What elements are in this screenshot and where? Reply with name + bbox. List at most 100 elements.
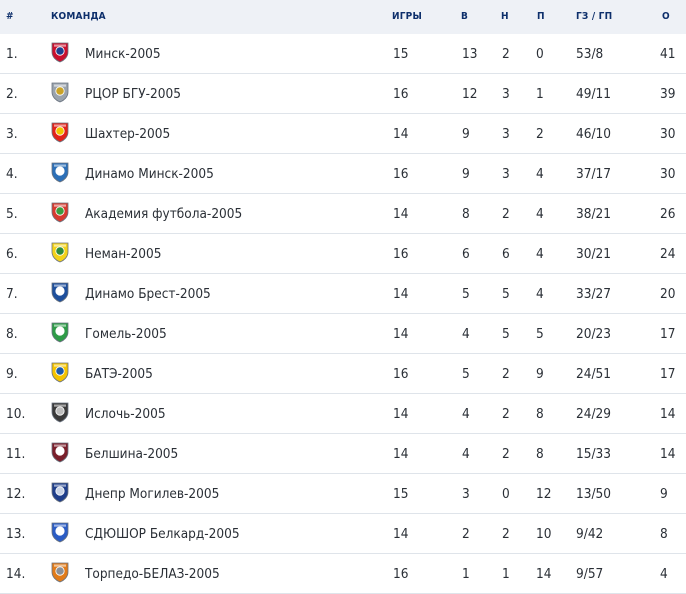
table-row[interactable]: 13. СДЮШОР Белкард-2005 14 2 2 10 9/42 8 bbox=[0, 514, 686, 554]
games-played: 14 bbox=[393, 406, 409, 422]
header-rank: # bbox=[6, 11, 14, 22]
table-row[interactable]: 8. Гомель-2005 14 4 5 5 20/23 17 bbox=[0, 314, 686, 354]
row-rank: 3. bbox=[6, 126, 18, 142]
goals-ratio: 53/8 bbox=[576, 46, 604, 62]
team-name-link[interactable]: Белшина-2005 bbox=[85, 446, 179, 462]
team-name-link[interactable]: Днепр Могилев-2005 bbox=[85, 486, 220, 502]
goals-ratio: 30/21 bbox=[576, 246, 611, 262]
row-rank: 2. bbox=[6, 86, 18, 102]
games-played: 16 bbox=[393, 166, 409, 182]
table-header: # КОМАНДА ИГРЫ В Н П ГЗ / ГП О bbox=[0, 0, 686, 34]
header-losses[interactable]: П bbox=[537, 11, 545, 22]
team-name-link[interactable]: Динамо Минск-2005 bbox=[85, 166, 214, 182]
team-name-link[interactable]: Динамо Брест-2005 bbox=[85, 286, 211, 302]
draws-count: 1 bbox=[502, 566, 510, 582]
points-total: 14 bbox=[660, 406, 676, 422]
row-rank: 4. bbox=[6, 166, 18, 182]
draws-count: 2 bbox=[502, 46, 510, 62]
row-rank: 6. bbox=[6, 246, 18, 262]
minsk-icon bbox=[50, 41, 70, 63]
row-rank: 14. bbox=[6, 566, 26, 582]
points-total: 24 bbox=[660, 246, 676, 262]
gomel-icon bbox=[50, 321, 70, 343]
table-row[interactable]: 12. Днепр Могилев-2005 15 3 0 12 13/50 9 bbox=[0, 474, 686, 514]
row-rank: 11. bbox=[6, 446, 26, 462]
team-name-link[interactable]: БАТЭ-2005 bbox=[85, 366, 153, 382]
table-row[interactable]: 6. Неман-2005 16 6 6 4 30/21 24 bbox=[0, 234, 686, 274]
goals-ratio: 9/42 bbox=[576, 526, 604, 542]
losses-count: 9 bbox=[536, 366, 544, 382]
table-row[interactable]: 9. БАТЭ-2005 16 5 2 9 24/51 17 bbox=[0, 354, 686, 394]
table-row[interactable]: 3. Шахтер-2005 14 9 3 2 46/10 30 bbox=[0, 114, 686, 154]
table-row[interactable]: 10. Ислочь-2005 14 4 2 8 24/29 14 bbox=[0, 394, 686, 434]
team-name-link[interactable]: Гомель-2005 bbox=[85, 326, 167, 342]
goals-ratio: 20/23 bbox=[576, 326, 611, 342]
draws-count: 2 bbox=[502, 406, 510, 422]
points-total: 30 bbox=[660, 166, 676, 182]
table-row[interactable]: 5. Академия футбола-2005 14 8 2 4 38/21 26 bbox=[0, 194, 686, 234]
table-row[interactable]: 4. Динамо Минск-2005 16 9 3 4 37/17 30 bbox=[0, 154, 686, 194]
team-name-link[interactable]: РЦОР БГУ-2005 bbox=[85, 86, 181, 102]
wins-count: 2 bbox=[462, 526, 470, 542]
draws-count: 3 bbox=[502, 166, 510, 182]
games-played: 16 bbox=[393, 86, 409, 102]
wins-count: 4 bbox=[462, 406, 470, 422]
row-rank: 10. bbox=[6, 406, 26, 422]
rcor-bgu-icon bbox=[50, 81, 70, 103]
wins-count: 4 bbox=[462, 446, 470, 462]
points-total: 17 bbox=[660, 326, 676, 342]
team-name-link[interactable]: Минск-2005 bbox=[85, 46, 161, 62]
games-played: 16 bbox=[393, 246, 409, 262]
team-name-link[interactable]: Ислочь-2005 bbox=[85, 406, 166, 422]
goals-ratio: 24/29 bbox=[576, 406, 611, 422]
header-goals[interactable]: ГЗ / ГП bbox=[576, 11, 613, 22]
goals-ratio: 24/51 bbox=[576, 366, 611, 382]
table-row[interactable]: 1. Минск-2005 15 13 2 0 53/8 41 bbox=[0, 34, 686, 74]
points-total: 8 bbox=[660, 526, 668, 542]
team-name-link[interactable]: Неман-2005 bbox=[85, 246, 162, 262]
team-name-link[interactable]: Шахтер-2005 bbox=[85, 126, 171, 142]
dnepr-icon bbox=[50, 481, 70, 503]
wins-count: 1 bbox=[462, 566, 470, 582]
goals-ratio: 49/11 bbox=[576, 86, 611, 102]
header-games[interactable]: ИГРЫ bbox=[392, 11, 422, 22]
draws-count: 0 bbox=[502, 486, 510, 502]
bate-icon bbox=[50, 361, 70, 383]
wins-count: 13 bbox=[462, 46, 478, 62]
table-row[interactable]: 11. Белшина-2005 14 4 2 8 15/33 14 bbox=[0, 434, 686, 474]
team-name-link[interactable]: СДЮШОР Белкард-2005 bbox=[85, 526, 240, 542]
header-draws[interactable]: Н bbox=[501, 11, 509, 22]
points-total: 17 bbox=[660, 366, 676, 382]
row-rank: 12. bbox=[6, 486, 26, 502]
goals-ratio: 33/27 bbox=[576, 286, 611, 302]
wins-count: 6 bbox=[462, 246, 470, 262]
games-played: 16 bbox=[393, 366, 409, 382]
team-name-link[interactable]: Торпедо-БЕЛАЗ-2005 bbox=[85, 566, 220, 582]
table-body: 1. Минск-2005 15 13 2 0 53/8 41 2. РЦОР БГУ-2005 1… bbox=[0, 34, 686, 594]
neman-icon bbox=[50, 241, 70, 263]
losses-count: 4 bbox=[536, 286, 544, 302]
points-total: 4 bbox=[660, 566, 668, 582]
losses-count: 4 bbox=[536, 206, 544, 222]
wins-count: 4 bbox=[462, 326, 470, 342]
team-name-link[interactable]: Академия футбола-2005 bbox=[85, 206, 243, 222]
header-points[interactable]: О bbox=[662, 11, 670, 22]
games-played: 14 bbox=[393, 126, 409, 142]
belkard-icon bbox=[50, 521, 70, 543]
dinamo-brest-icon bbox=[50, 281, 70, 303]
table-row[interactable]: 14. Торпедо-БЕЛАЗ-2005 16 1 1 14 9/57 4 bbox=[0, 554, 686, 594]
wins-count: 12 bbox=[462, 86, 478, 102]
wins-count: 3 bbox=[462, 486, 470, 502]
header-wins[interactable]: В bbox=[461, 11, 469, 22]
table-row[interactable]: 7. Динамо Брест-2005 14 5 5 4 33/27 20 bbox=[0, 274, 686, 314]
wins-count: 9 bbox=[462, 166, 470, 182]
wins-count: 8 bbox=[462, 206, 470, 222]
header-team[interactable]: КОМАНДА bbox=[51, 11, 106, 22]
table-row[interactable]: 2. РЦОР БГУ-2005 16 12 3 1 49/11 39 bbox=[0, 74, 686, 114]
losses-count: 2 bbox=[536, 126, 544, 142]
row-rank: 8. bbox=[6, 326, 18, 342]
shakhtyor-icon bbox=[50, 121, 70, 143]
row-rank: 13. bbox=[6, 526, 26, 542]
games-played: 16 bbox=[393, 566, 409, 582]
losses-count: 10 bbox=[536, 526, 552, 542]
